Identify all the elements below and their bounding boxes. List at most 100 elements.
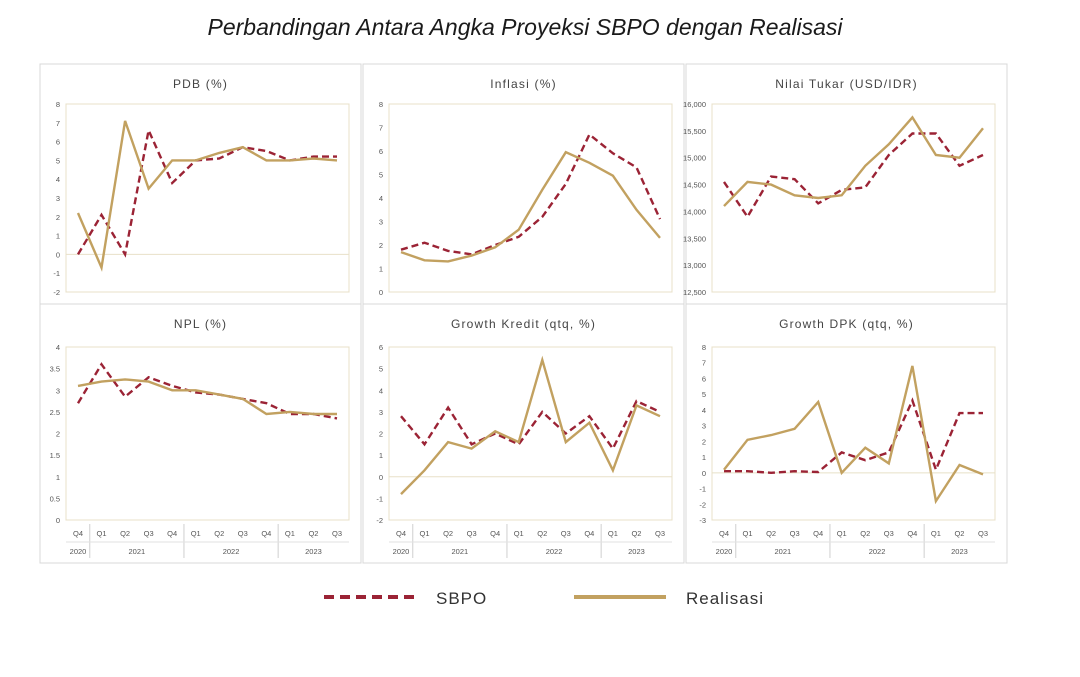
x-year-label: 2021 [452,547,469,556]
y-tick-label: 2 [56,430,60,439]
series-line-sbpo [400,132,662,256]
y-tick-label: 0 [56,250,60,259]
x-tick-label: Q2 [766,529,776,538]
y-tick-label: 3 [702,422,706,431]
y-tick-label: 2 [702,437,706,446]
x-tick-label: Q3 [790,529,800,538]
chart-panel-npl: NPL (%) 0 0.5 1 1.5 2 2.5 3 3.5 4 Q4 Q1 Q2 Q3 Q4 Q1 Q2 Q3… [39,303,362,564]
y-tick-label: 15,000 [683,154,706,163]
x-tick-label: Q4 [73,529,83,538]
y-tick-label: 2.5 [50,408,60,417]
y-tick-label: -2 [376,516,383,525]
plot-area-border [711,346,996,521]
y-tick-label: 5 [379,365,383,374]
x-year-label: 2020 [393,547,410,556]
y-tick-label: 1 [379,265,383,274]
x-tick-label: Q4 [584,529,594,538]
panel-border [685,303,1008,564]
y-tick-label: 14,000 [683,207,706,216]
legend-label-realisasi: Realisasi [686,589,764,608]
x-tick-label: Q2 [631,529,641,538]
x-tick-label: Q1 [514,529,524,538]
y-tick-label: 4 [379,386,383,395]
panel-border [39,303,362,564]
plot-area-border [65,346,350,521]
y-tick-label: 8 [379,100,383,109]
series-line-sbpo [400,399,661,451]
x-tick-label: Q4 [813,529,823,538]
y-tick-label: 2 [379,430,383,439]
plot-area-border [65,103,350,293]
x-tick-label: Q2 [954,529,964,538]
y-tick-label: 12,500 [683,288,706,297]
y-tick-label: 14,500 [683,181,706,190]
legend-item-sbpo: SBPO [322,586,522,610]
y-tick-label: 7 [56,119,60,128]
x-tick-label: Q4 [261,529,271,538]
series-line-realisasi [400,150,661,263]
x-year-label: 2020 [716,547,733,556]
chart-panel-pdb: PDB (%) -2 -1 0 1 2 3 4 5 6 7 8 [39,63,362,305]
x-tick-label: Q3 [655,529,665,538]
y-tick-label: 5 [702,390,706,399]
x-tick-label: Q4 [719,529,729,538]
plot-area-border [388,346,673,521]
y-tick-label: 15,500 [683,127,706,136]
y-tick-label: -2 [699,500,706,509]
y-tick-label: 7 [379,124,383,133]
y-tick-label: 4 [56,343,60,352]
y-tick-label: 0.5 [50,494,60,503]
y-tick-label: 3 [56,194,60,203]
y-tick-label: 3.5 [50,365,60,374]
series-line-sbpo [76,126,337,258]
y-tick-label: 1 [379,451,383,460]
x-tick-label: Q1 [285,529,295,538]
chart-title: Inflasi (%) [490,77,557,91]
x-tick-label: Q1 [931,529,941,538]
series-line-realisasi [723,365,984,505]
legend-item-realisasi: Realisasi [572,586,792,610]
x-tick-label: Q1 [608,529,618,538]
y-tick-label: 1 [56,473,60,482]
y-tick-label: 13,500 [683,234,706,243]
x-tick-label: Q3 [978,529,988,538]
x-year-label: 2022 [546,547,563,556]
x-tick-label: Q3 [144,529,154,538]
x-year-label: 2023 [628,547,645,556]
y-tick-label: 0 [702,469,706,478]
y-tick-label: -3 [699,516,706,525]
y-tick-label: 6 [702,374,706,383]
y-tick-label: 2 [379,241,383,250]
chart-title: PDB (%) [173,77,228,91]
y-tick-label: 13,000 [683,261,706,270]
y-tick-label: 5 [379,171,383,180]
chart-panel-nilai-tukar-usd-idr: Nilai Tukar (USD/IDR) 12,500 13,000 13,500 1… [683,63,1008,305]
y-tick-label: 4 [702,406,706,415]
y-tick-label: 3 [379,218,383,227]
panel-border [362,63,685,305]
chart-main-title: Perbandingan Antara Angka Proyeksi SBPO … [207,14,843,40]
y-tick-label: -1 [53,269,60,278]
panel-border [362,303,685,564]
x-tick-label: Q3 [467,529,477,538]
x-tick-label: Q2 [537,529,547,538]
x-year-label: 2020 [70,547,87,556]
x-tick-label: Q4 [396,529,406,538]
series-line-sbpo [723,132,984,220]
y-tick-label: 6 [379,343,383,352]
panel-border [685,63,1008,305]
legend-swatch-sbpo [324,595,416,599]
y-tick-label: 4 [379,194,383,203]
plot-area-border [711,103,996,293]
y-tick-label: 0 [379,288,383,297]
x-tick-label: Q1 [420,529,430,538]
y-tick-label: 16,000 [683,100,706,109]
y-tick-label: 0 [379,473,383,482]
y-tick-label: 8 [702,343,706,352]
y-tick-label: 7 [702,359,706,368]
x-year-label: 2021 [129,547,146,556]
y-tick-label: 2 [56,213,60,222]
chart-title: Nilai Tukar (USD/IDR) [775,77,918,91]
y-tick-label: 3 [56,386,60,395]
